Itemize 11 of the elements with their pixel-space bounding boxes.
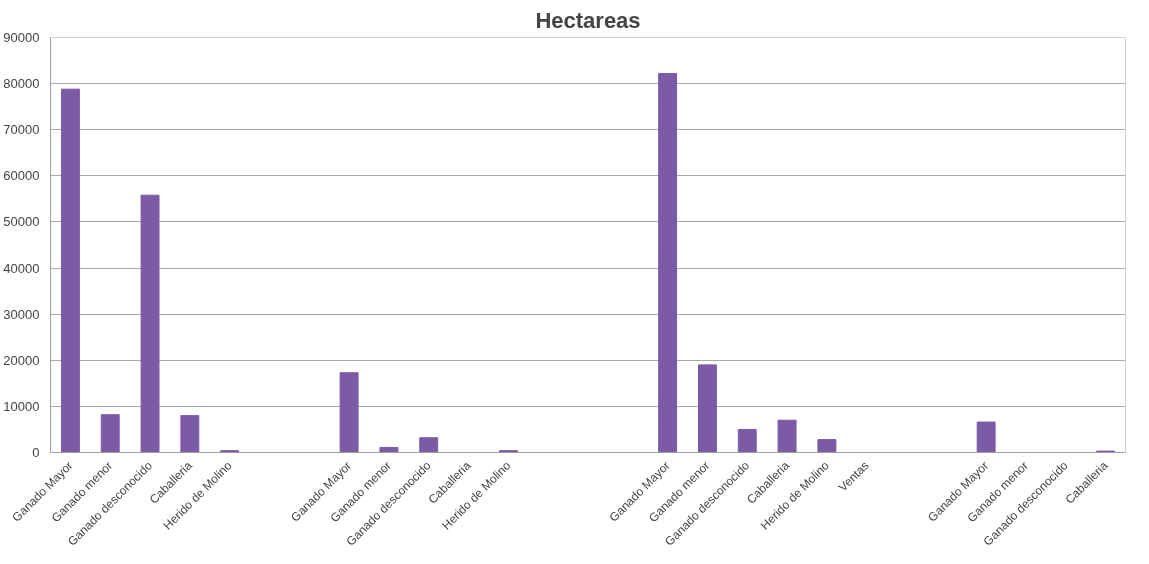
y-tick-label: 30000 xyxy=(3,306,40,322)
y-tick-label: 10000 xyxy=(3,398,40,414)
y-tick-label: 90000 xyxy=(3,30,40,45)
y-tick-label: 70000 xyxy=(3,122,40,138)
y-tick-label: 0 xyxy=(32,445,40,460)
y-tick-label: 80000 xyxy=(3,76,40,92)
y-tick-label: 50000 xyxy=(3,214,40,230)
y-tick-label: 60000 xyxy=(3,168,40,184)
y-tick-label: 40000 xyxy=(3,260,40,276)
y-tick-label: 20000 xyxy=(3,352,40,368)
chart-title: Hectareas xyxy=(535,7,641,33)
